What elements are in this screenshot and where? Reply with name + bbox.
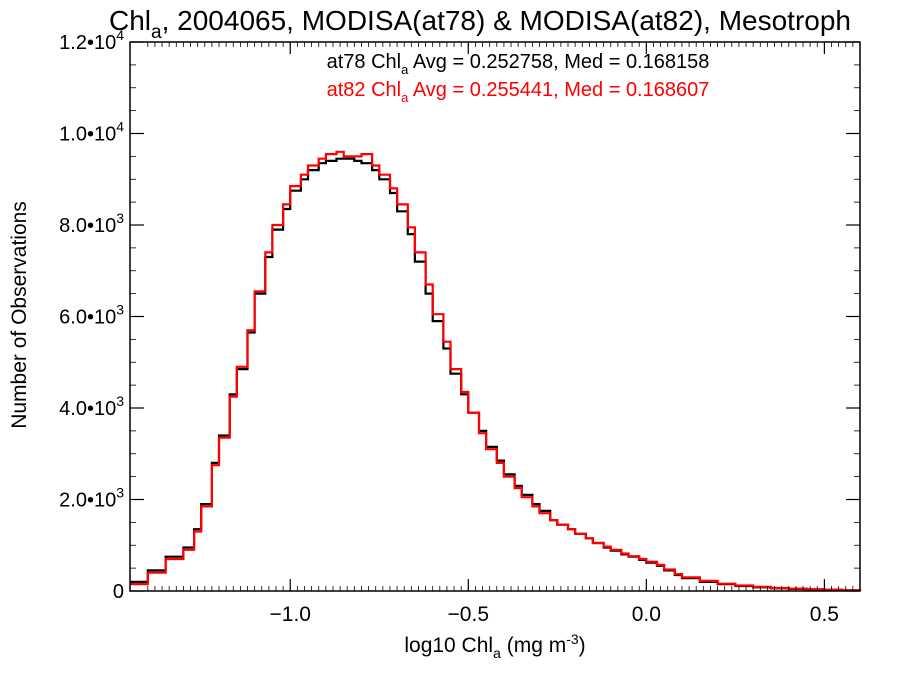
x-axis-label: log10 Chla (mg m-3) [404,631,585,661]
y-tick-exponent: 3 [116,302,124,318]
x-axis-label-main: log10 Chl [404,634,493,657]
legend-at78-label: at78 Chl [327,51,402,73]
y-tick-mantissa: 1.0•10 [59,124,116,146]
y-tick-mantissa: 4.0•10 [59,398,116,420]
series-line-at78 [130,157,862,592]
x-axis-label-close: ) [579,634,586,657]
y-tick-label: 0 [113,581,124,603]
y-tick-exponent: 3 [116,210,124,226]
x-axis-label-subscript: a [493,645,501,661]
legend: at78 Chla Avg = 0.252758, Med = 0.168158… [327,51,710,105]
series-layer [130,150,862,592]
legend-entry-at82: at82 Chla Avg = 0.255441, Med = 0.168607 [327,79,710,105]
y-tick-label: 8.0•103 [59,210,124,237]
y-tick-exponent: 4 [116,119,124,135]
y-tick-exponent: 3 [116,393,124,409]
chart-title-rest: , 2004065, MODISA(at78) & MODISA(at82), … [162,5,851,36]
legend-at82-label: at82 Chl [327,79,402,101]
plot-frame [129,41,861,592]
series-line-at82 [130,150,862,592]
y-tick-mantissa: 2.0•10 [59,490,116,512]
x-tick-label: −1.0 [270,603,311,626]
chart-title-subscript: a [151,22,162,43]
legend-at78-subscript: a [401,62,409,77]
y-axis-ticks: 02.0•1034.0•1036.0•1038.0•1031.0•1041.2•… [59,27,860,603]
y-tick-label: 1.2•104 [59,27,124,54]
y-tick-label: 1.0•104 [59,119,124,146]
y-tick-exponent: 3 [116,485,124,501]
y-axis-label: Number of Observations [8,201,31,429]
x-axis-label-units: (mg m [501,634,566,657]
y-tick-label: 2.0•103 [59,485,124,512]
y-tick-mantissa: 1.2•10 [59,32,116,54]
y-tick-mantissa: 0 [113,581,124,603]
y-tick-label: 4.0•103 [59,393,124,420]
x-axis-ticks: −1.0 −0.5 0.0 0.5 [147,42,854,626]
legend-at82-subscript: a [401,90,409,105]
y-tick-mantissa: 6.0•10 [59,307,116,329]
x-tick-label: 0.0 [632,603,661,626]
legend-at82-stats: Avg = 0.255441, Med = 0.168607 [408,79,709,101]
y-tick-mantissa: 8.0•10 [59,215,116,237]
y-tick-label: 6.0•103 [59,302,124,329]
x-tick-label: −0.5 [448,603,489,626]
chart-title: Chla, 2004065, MODISA(at78) & MODISA(at8… [109,5,851,43]
legend-entry-at78: at78 Chla Avg = 0.252758, Med = 0.168158 [327,51,710,77]
legend-at78-stats: Avg = 0.252758, Med = 0.168158 [408,51,709,73]
x-tick-label: 0.5 [810,603,839,626]
y-tick-exponent: 4 [116,27,124,43]
chart-title-main: Chl [109,5,151,36]
x-axis-label-superscript: -3 [566,631,579,647]
